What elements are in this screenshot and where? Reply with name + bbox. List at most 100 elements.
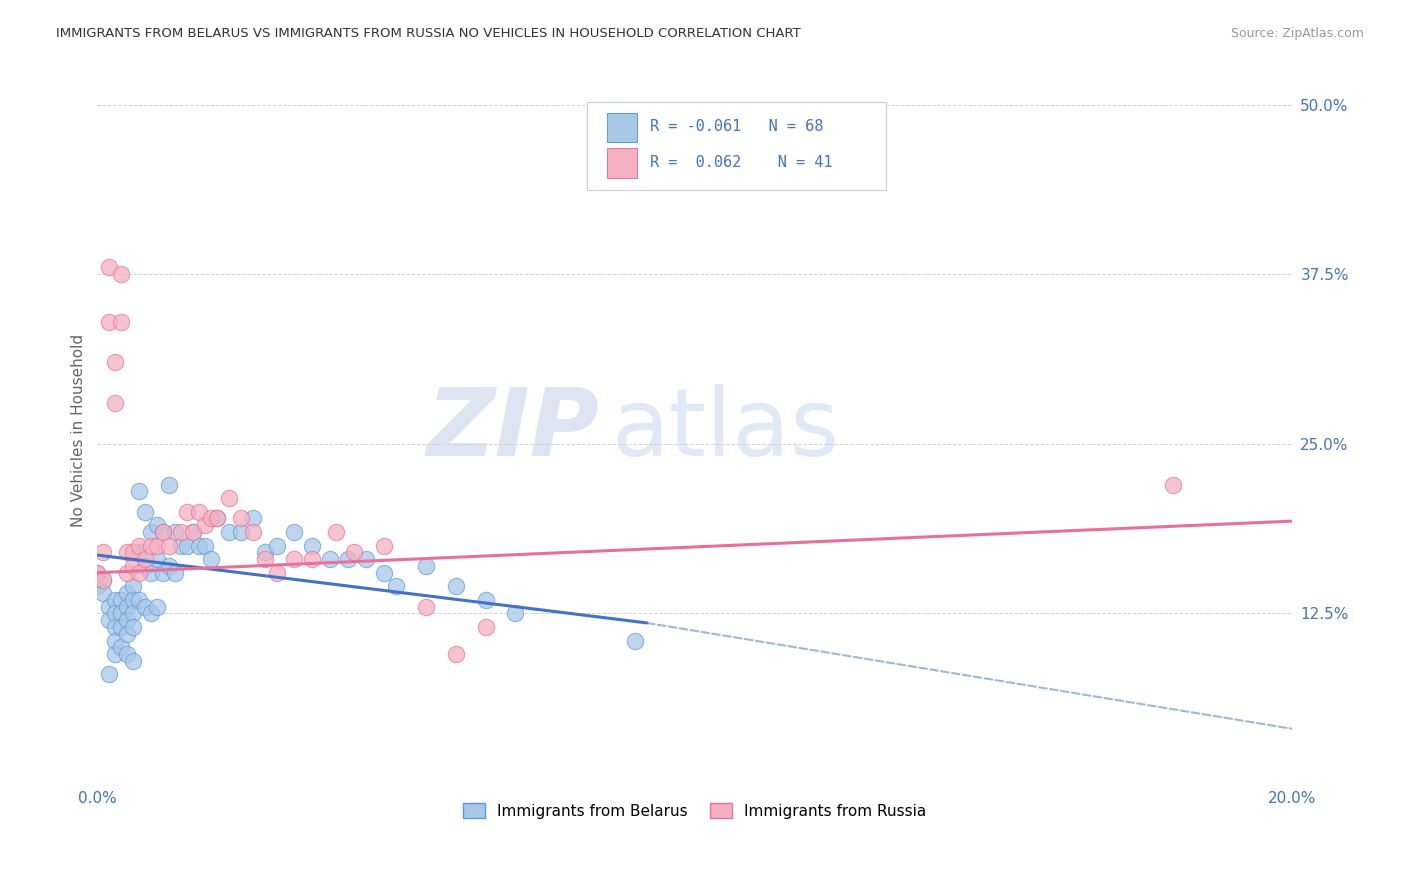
Point [98, 613, 121, 627]
Point [128, 545, 150, 559]
Point [444, 579, 467, 593]
Point [242, 511, 264, 525]
Point [115, 647, 138, 661]
Point [115, 586, 138, 600]
Point [98, 667, 121, 681]
Point [110, 640, 132, 655]
Point [115, 599, 138, 614]
Point [86, 566, 108, 580]
Point [505, 607, 527, 621]
Point [91, 573, 114, 587]
Point [205, 511, 228, 525]
Point [325, 524, 347, 539]
Point [110, 315, 132, 329]
Point [218, 524, 240, 539]
Point [205, 511, 228, 525]
Text: Source: ZipAtlas.com: Source: ZipAtlas.com [1230, 27, 1364, 40]
Point [122, 654, 145, 668]
Point [266, 566, 288, 580]
Point [110, 607, 132, 621]
Point [86, 579, 108, 593]
Point [218, 491, 240, 505]
Point [187, 539, 209, 553]
Point [104, 592, 127, 607]
Point [104, 607, 127, 621]
Point [115, 566, 138, 580]
Point [181, 524, 204, 539]
Point [104, 647, 127, 661]
Point [98, 260, 121, 275]
Point [146, 518, 169, 533]
Point [163, 524, 186, 539]
Point [91, 586, 114, 600]
Point [181, 524, 204, 539]
Point [134, 505, 156, 519]
Point [624, 633, 647, 648]
Point [152, 566, 174, 580]
Point [343, 545, 366, 559]
Point [157, 477, 180, 491]
Point [139, 539, 162, 553]
Point [163, 566, 186, 580]
Point [146, 599, 169, 614]
Point [122, 592, 145, 607]
Point [98, 315, 121, 329]
Point [128, 592, 150, 607]
Point [110, 267, 132, 281]
Point [134, 552, 156, 566]
Point [373, 539, 395, 553]
FancyBboxPatch shape [607, 112, 637, 143]
Point [139, 524, 162, 539]
Point [176, 505, 198, 519]
Point [385, 579, 408, 593]
Point [128, 484, 150, 499]
Point [200, 552, 222, 566]
Point [444, 647, 467, 661]
Legend: Immigrants from Belarus, Immigrants from Russia: Immigrants from Belarus, Immigrants from… [457, 797, 932, 825]
Point [110, 620, 132, 634]
Point [128, 566, 150, 580]
Point [115, 545, 138, 559]
Point [152, 524, 174, 539]
Point [115, 627, 138, 641]
Point [283, 524, 305, 539]
Point [139, 607, 162, 621]
Point [122, 558, 145, 573]
Point [104, 620, 127, 634]
Point [170, 524, 193, 539]
Point [91, 573, 114, 587]
Point [474, 620, 496, 634]
Point [229, 511, 252, 525]
FancyBboxPatch shape [607, 148, 637, 178]
Point [176, 539, 198, 553]
Point [104, 355, 127, 369]
Point [98, 599, 121, 614]
Point [110, 592, 132, 607]
Point [253, 545, 276, 559]
Point [194, 539, 217, 553]
Point [187, 505, 209, 519]
Point [157, 558, 180, 573]
Point [319, 552, 342, 566]
Point [134, 599, 156, 614]
Point [128, 539, 150, 553]
Point [122, 545, 145, 559]
Point [354, 552, 377, 566]
Point [104, 396, 127, 410]
Point [301, 552, 323, 566]
Point [146, 539, 169, 553]
Point [194, 518, 217, 533]
Point [122, 579, 145, 593]
Point [301, 539, 323, 553]
Point [122, 620, 145, 634]
Point [266, 539, 288, 553]
Point [104, 633, 127, 648]
Point [337, 552, 360, 566]
Text: ZIP: ZIP [426, 384, 599, 476]
Point [115, 613, 138, 627]
FancyBboxPatch shape [588, 103, 886, 190]
Point [146, 552, 169, 566]
Y-axis label: No Vehicles in Household: No Vehicles in Household [72, 334, 86, 527]
Point [86, 566, 108, 580]
Point [474, 592, 496, 607]
